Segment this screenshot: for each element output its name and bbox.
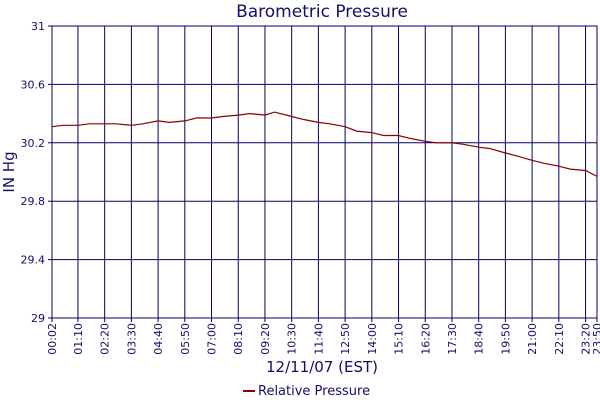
x-tick-label: 00:02 — [46, 323, 59, 355]
x-tick-label: 10:30 — [286, 323, 299, 355]
x-tick-label: 07:00 — [206, 323, 219, 355]
x-axis-label: 12/11/07 (EST) — [266, 358, 378, 376]
x-tick-label: 09:20 — [259, 323, 272, 355]
x-tick-label: 01:10 — [72, 323, 85, 355]
x-tick-label: 11:40 — [312, 323, 325, 355]
x-tick-label: 19:50 — [499, 323, 512, 355]
x-tick-label: 12:50 — [339, 323, 352, 355]
legend-label: Relative Pressure — [258, 384, 370, 399]
series-line-relative-pressure — [51, 111, 598, 177]
x-tick-label: 22:10 — [553, 323, 566, 355]
y-tick-label: 29.8 — [21, 195, 46, 208]
x-tick-label: 16:20 — [419, 323, 432, 355]
x-tick-label: 08:10 — [232, 323, 245, 355]
x-tick-label: 17:30 — [446, 323, 459, 355]
y-tick-label: 29 — [31, 312, 45, 325]
x-tick-label: 15:10 — [393, 323, 406, 355]
x-tick-label: 14:00 — [366, 323, 379, 355]
x-tick-label: 23:50 — [591, 323, 600, 355]
plot-frame — [51, 25, 598, 319]
chart-title: Barometric Pressure — [236, 2, 408, 22]
x-tick-label: 02:20 — [99, 323, 112, 355]
x-tick-label: 03:30 — [125, 323, 138, 355]
x-tick-label: 18:40 — [473, 323, 486, 355]
x-tick-label: 04:40 — [152, 323, 165, 355]
y-tick-label: 30.6 — [21, 78, 46, 91]
legend: Relative Pressure — [243, 384, 370, 399]
x-tick-label: 21:00 — [526, 323, 539, 355]
y-tick-label: 30.2 — [21, 137, 46, 150]
plot-area: 29 29.4 29.8 30.2 30.6 31 00:02 01:10 02:20 03:30… — [21, 20, 600, 355]
y-tick-label: 29.4 — [21, 254, 46, 267]
y-tick-label: 31 — [31, 20, 45, 33]
y-axis-label: IN Hg — [0, 151, 18, 192]
x-tick-label: 23:20 — [580, 323, 593, 355]
x-tick-label: 05:50 — [179, 323, 192, 355]
